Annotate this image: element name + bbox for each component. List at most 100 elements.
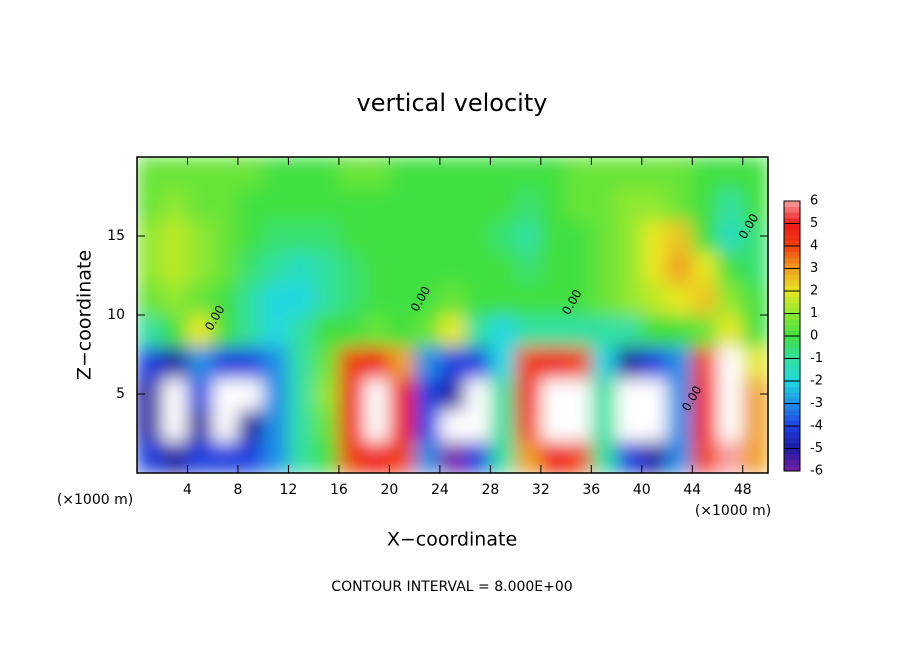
- heatmap-cell: [338, 219, 365, 253]
- heatmap-cell: [641, 282, 668, 316]
- heatmap-cell: [590, 346, 618, 379]
- heatmap-cell: [464, 157, 491, 190]
- colorbar-swatch: [784, 381, 800, 388]
- heatmap-cell: [237, 377, 264, 411]
- footnote: CONTOUR INTERVAL = 8.000E+00: [331, 579, 572, 595]
- heatmap-cell: [489, 409, 517, 442]
- heatmap-cell: [338, 377, 365, 411]
- heatmap-cell: [414, 409, 441, 442]
- heatmap-cell: [161, 377, 188, 411]
- colorbar-swatch: [784, 217, 800, 224]
- y-tick-label: 10: [107, 307, 125, 323]
- heatmap-cell: [464, 409, 491, 442]
- y-axis-label: Z−coordinate: [74, 250, 96, 380]
- colorbar-swatch: [784, 420, 800, 427]
- colorbar-swatch: [784, 240, 800, 247]
- heatmap-cell: [137, 188, 163, 221]
- heatmap-cell: [666, 377, 693, 411]
- heatmap-cell: [691, 377, 719, 411]
- colorbar-swatch: [784, 403, 800, 410]
- heatmap-cell: [363, 409, 390, 442]
- heatmap-cell: [641, 440, 668, 473]
- heatmap-cell: [666, 346, 693, 379]
- heatmap-cell: [313, 409, 340, 442]
- heatmap-cell: [338, 346, 365, 379]
- heatmap-cell: [489, 377, 517, 411]
- colorbar-tick-label: -6: [810, 464, 823, 479]
- heatmap-cell: [338, 314, 365, 348]
- heatmap-cell: [287, 377, 315, 411]
- heatmap-cell: [338, 282, 365, 316]
- heatmap-cell: [313, 251, 340, 284]
- heatmap-cell: [287, 314, 315, 348]
- heatmap-cell: [212, 409, 239, 442]
- heatmap-cell: [186, 282, 214, 316]
- heatmap-cell: [388, 314, 416, 348]
- heatmap-cell: [363, 314, 390, 348]
- colorbar-swatch: [784, 206, 800, 213]
- colorbar-swatch: [784, 392, 800, 399]
- heatmap-cell: [161, 157, 188, 190]
- heatmap-cell: [691, 314, 719, 348]
- heatmap-cell: [313, 440, 340, 473]
- heatmap-cell: [742, 282, 768, 316]
- heatmap-cell: [137, 314, 163, 348]
- heatmap-cell: [439, 314, 466, 348]
- heatmap-cell: [388, 377, 416, 411]
- heatmap-cell: [388, 409, 416, 442]
- heatmap-cell: [212, 188, 239, 221]
- colorbar-swatch: [784, 234, 800, 241]
- colorbar-tick-label: 2: [810, 284, 818, 299]
- colorbar-swatch: [784, 386, 800, 393]
- heatmap-cell: [590, 409, 618, 442]
- heatmap-cell: [717, 346, 744, 379]
- heatmap-cell: [262, 282, 289, 316]
- heatmap-cell: [388, 219, 416, 253]
- colorbar-swatch: [784, 279, 800, 286]
- heatmap-cell: [691, 440, 719, 473]
- heatmap-cell: [237, 409, 264, 442]
- colorbar-swatch: [784, 257, 800, 264]
- heatmap-cell: [237, 282, 264, 316]
- heatmap-cell: [363, 251, 390, 284]
- heatmap-cell: [540, 409, 567, 442]
- heatmap-cell: [313, 188, 340, 221]
- x-tick-label: 36: [582, 482, 600, 498]
- heatmap-cell: [287, 157, 315, 190]
- heatmap-cell: [540, 282, 567, 316]
- heatmap-cell: [137, 282, 163, 316]
- heatmap-cell: [237, 188, 264, 221]
- x-tick-label: 28: [481, 482, 499, 498]
- x-tick-label: 32: [532, 482, 550, 498]
- y-tick-label: 15: [107, 228, 125, 244]
- heatmap-cell: [414, 314, 441, 348]
- heatmap-cell: [590, 377, 618, 411]
- x-tick-label: 12: [280, 482, 298, 498]
- heatmap-cell: [540, 219, 567, 253]
- heatmap-cell: [237, 219, 264, 253]
- heatmap-cell: [540, 157, 567, 190]
- colorbar-tick-label: 3: [810, 261, 818, 276]
- heatmap-cell: [186, 157, 214, 190]
- heatmap-cell: [515, 377, 542, 411]
- heatmap-cell: [262, 377, 289, 411]
- heatmap-cell: [313, 314, 340, 348]
- colorbar-swatch: [784, 291, 800, 298]
- colorbar-swatch: [784, 364, 800, 371]
- heatmap-cell: [313, 282, 340, 316]
- heatmap-cell: [717, 219, 744, 253]
- x-tick-label: 4: [183, 482, 192, 498]
- heatmap-cell: [237, 346, 264, 379]
- colorbar-swatch: [784, 229, 800, 236]
- heatmap-cell: [666, 219, 693, 253]
- heatmap-cell: [464, 314, 491, 348]
- heatmap-cell: [388, 188, 416, 221]
- heatmap-cell: [691, 282, 719, 316]
- heatmap-cell: [616, 251, 643, 284]
- colorbar-swatch: [784, 285, 800, 292]
- colorbar-tick-label: 0: [810, 329, 818, 344]
- heatmap-cell: [161, 219, 188, 253]
- heatmap-cell: [565, 377, 592, 411]
- colorbar-swatch: [784, 442, 800, 449]
- heatmap-cell: [616, 157, 643, 190]
